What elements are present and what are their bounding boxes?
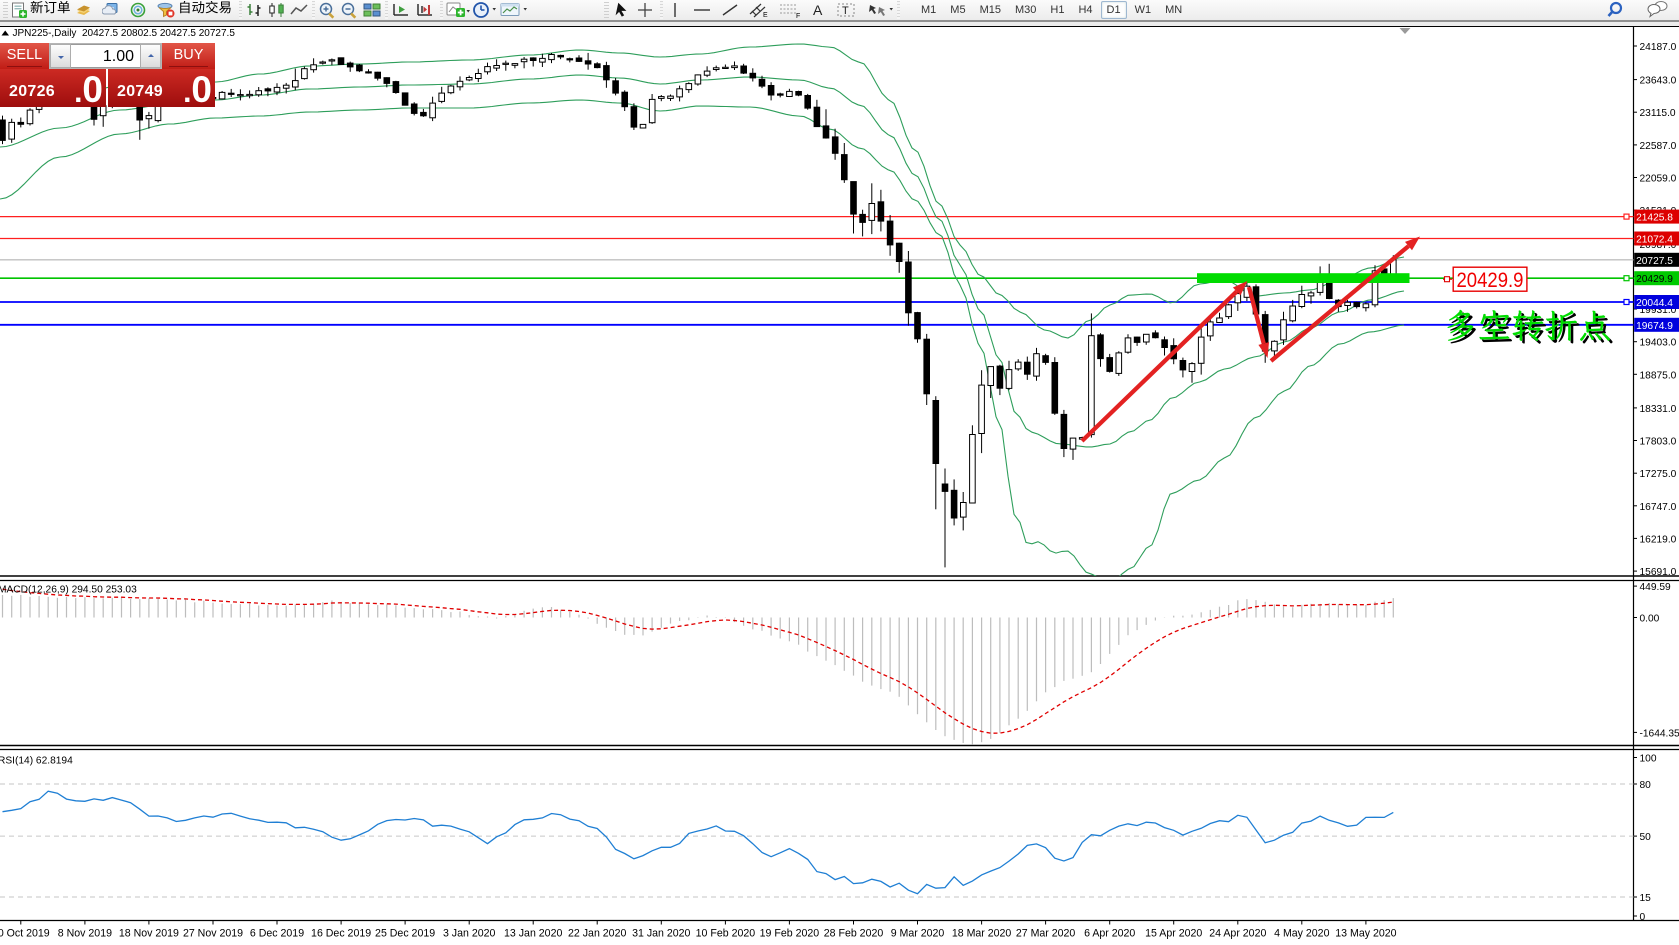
svg-text:10 Feb 2020: 10 Feb 2020 xyxy=(696,928,756,940)
svg-text:15: 15 xyxy=(1640,893,1652,904)
svg-text:18 Mar 2020: 18 Mar 2020 xyxy=(952,928,1012,940)
svg-text:24 Apr 2020: 24 Apr 2020 xyxy=(1209,928,1266,940)
svg-text:F: F xyxy=(796,13,800,19)
svg-text:20044.4: 20044.4 xyxy=(1636,298,1673,309)
svg-text:15 Apr 2020: 15 Apr 2020 xyxy=(1145,928,1202,940)
svg-text:8 Nov 2019: 8 Nov 2019 xyxy=(58,928,112,940)
svg-text:20429.9: 20429.9 xyxy=(1636,274,1673,285)
svg-text:31 Jan 2020: 31 Jan 2020 xyxy=(632,928,690,940)
svg-text:6 Dec 2019: 6 Dec 2019 xyxy=(250,928,304,940)
svg-text:80: 80 xyxy=(1640,780,1652,791)
svg-text:16 Dec 2019: 16 Dec 2019 xyxy=(311,928,371,940)
svg-text:22059.0: 22059.0 xyxy=(1640,174,1677,185)
svg-text:13 May 2020: 13 May 2020 xyxy=(1335,928,1396,940)
svg-text:19403.0: 19403.0 xyxy=(1640,338,1677,349)
svg-text:0: 0 xyxy=(1640,912,1646,923)
svg-text:15691.0: 15691.0 xyxy=(1640,567,1677,578)
svg-text:16747.0: 16747.0 xyxy=(1640,502,1677,513)
svg-text:22587.0: 22587.0 xyxy=(1640,141,1677,152)
svg-text:6 Apr 2020: 6 Apr 2020 xyxy=(1084,928,1135,940)
svg-text:E: E xyxy=(763,12,768,19)
svg-text:100: 100 xyxy=(1640,754,1657,765)
svg-text:18 Nov 2019: 18 Nov 2019 xyxy=(119,928,179,940)
svg-text:28 Feb 2020: 28 Feb 2020 xyxy=(824,928,884,940)
svg-text:T: T xyxy=(842,5,849,17)
svg-text:19931.0: 19931.0 xyxy=(1640,305,1677,316)
svg-text:9 Mar 2020: 9 Mar 2020 xyxy=(891,928,945,940)
svg-text:23115.0: 23115.0 xyxy=(1640,108,1676,119)
svg-text:-1644.35: -1644.35 xyxy=(1640,728,1679,739)
svg-text:18875.0: 18875.0 xyxy=(1640,370,1677,381)
svg-text:30 Oct 2019: 30 Oct 2019 xyxy=(0,928,50,940)
svg-text:27 Nov 2019: 27 Nov 2019 xyxy=(183,928,243,940)
svg-text:4 May 2020: 4 May 2020 xyxy=(1274,928,1329,940)
svg-text:20727.5: 20727.5 xyxy=(1636,256,1673,267)
svg-text:MACD(12,26,9) 294.50 253.03: MACD(12,26,9) 294.50 253.03 xyxy=(0,585,137,596)
svg-text:20429.9: 20429.9 xyxy=(1457,269,1524,292)
svg-text:23643.0: 23643.0 xyxy=(1640,76,1677,87)
svg-text:13 Jan 2020: 13 Jan 2020 xyxy=(504,928,562,940)
svg-text:19 Feb 2020: 19 Feb 2020 xyxy=(760,928,820,940)
svg-text:17803.0: 17803.0 xyxy=(1640,437,1677,448)
svg-text:18331.0: 18331.0 xyxy=(1640,404,1677,415)
svg-text:RSI(14) 62.8194: RSI(14) 62.8194 xyxy=(0,756,73,767)
svg-text:21425.8: 21425.8 xyxy=(1636,213,1673,224)
svg-text:27 Mar 2020: 27 Mar 2020 xyxy=(1016,928,1076,940)
svg-text:19674.9: 19674.9 xyxy=(1636,321,1673,332)
svg-text:449.59: 449.59 xyxy=(1640,582,1671,593)
svg-text:A: A xyxy=(813,2,823,18)
svg-text:22 Jan 2020: 22 Jan 2020 xyxy=(568,928,626,940)
svg-text:3 Jan 2020: 3 Jan 2020 xyxy=(443,928,496,940)
svg-text:0.00: 0.00 xyxy=(1640,614,1660,625)
svg-text:JPN225-,Daily 20427.5 20802.5: JPN225-,Daily 20427.5 20802.5 20427.5 20… xyxy=(13,28,236,39)
svg-text:25 Dec 2019: 25 Dec 2019 xyxy=(375,928,435,940)
svg-text:24187.0: 24187.0 xyxy=(1640,42,1677,53)
svg-text:50: 50 xyxy=(1640,832,1652,843)
svg-text:16219.0: 16219.0 xyxy=(1640,534,1677,545)
svg-text:21072.4: 21072.4 xyxy=(1636,235,1673,246)
svg-text:17275.0: 17275.0 xyxy=(1640,469,1677,480)
